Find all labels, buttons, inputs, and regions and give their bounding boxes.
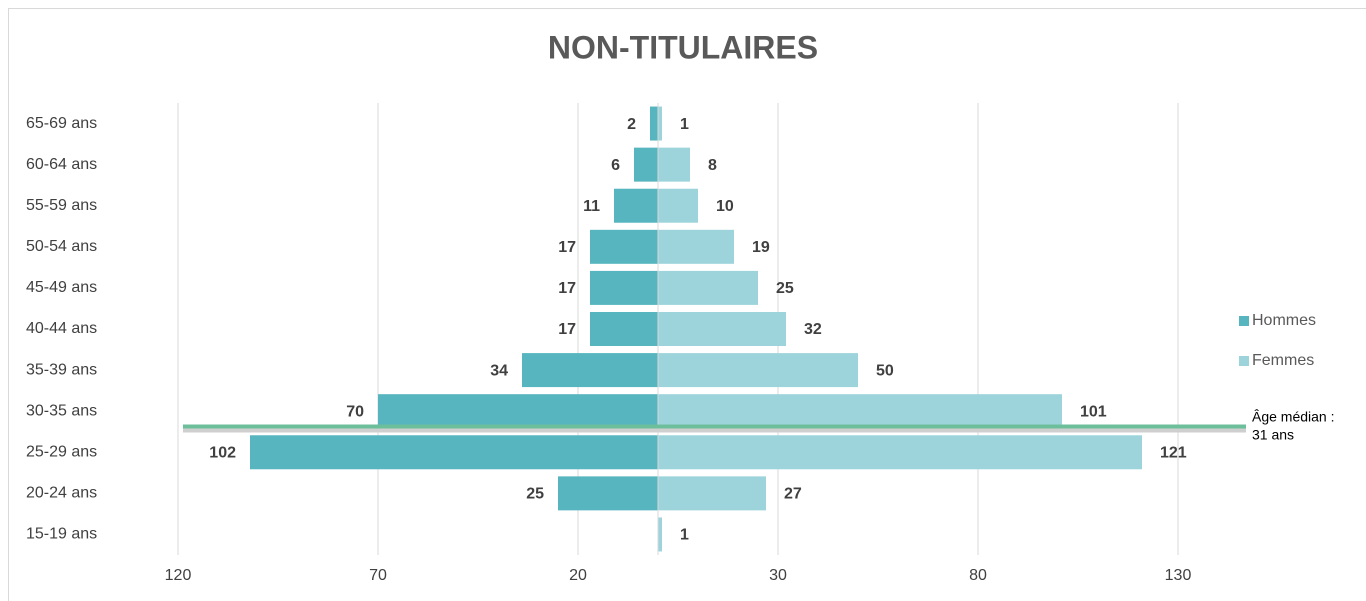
data-label: 6 [611, 157, 620, 174]
y-tick-label: 50-54 ans [26, 238, 97, 255]
data-label: 10 [716, 198, 734, 215]
data-label: 19 [752, 239, 770, 256]
data-label: 27 [784, 486, 802, 503]
bar [658, 229, 734, 264]
x-tick-label: 30 [769, 567, 787, 584]
y-tick-label: 65-69 ans [26, 115, 97, 132]
bar [614, 188, 658, 223]
data-label: 17 [558, 321, 576, 338]
y-tick-label: 30-35 ans [26, 402, 97, 419]
y-tick-label: 40-44 ans [26, 320, 97, 337]
bar [658, 476, 766, 511]
bar [658, 106, 662, 141]
plot-area: 120 70 20 30 80 130 65-69 ans 2 1 60-64 ans 6 8 55-5… [26, 103, 1191, 584]
data-label: 17 [558, 280, 576, 297]
legend-label: Hommes [1252, 312, 1316, 329]
data-label: 34 [490, 362, 508, 379]
bar [658, 270, 758, 305]
y-tick-label: 20-24 ans [26, 485, 97, 502]
legend-swatch [1239, 356, 1249, 366]
annotation: Âge médian : [1252, 409, 1335, 425]
data-label: 32 [804, 321, 822, 338]
y-tick-label: 15-19 ans [26, 526, 97, 543]
data-label: 8 [708, 157, 717, 174]
data-label: 25 [526, 486, 544, 503]
data-label: 11 [583, 198, 600, 215]
chart-title: NON-TITULAIRES [548, 29, 818, 65]
bar [658, 435, 1142, 470]
bar [378, 394, 658, 429]
bar [650, 106, 658, 141]
bar [658, 312, 786, 346]
data-label: 50 [876, 362, 894, 379]
data-label: 1 [680, 527, 689, 544]
x-tick-label: 120 [165, 567, 192, 584]
y-tick-label: 25-29 ans [26, 443, 97, 460]
bar [658, 394, 1062, 429]
bar [634, 147, 658, 182]
y-tick-label: 35-39 ans [26, 361, 97, 378]
bar [658, 147, 690, 182]
bar [590, 270, 658, 305]
bar [658, 353, 858, 388]
data-label: 17 [558, 239, 576, 256]
y-tick-label: 55-59 ans [26, 197, 97, 214]
bar [250, 435, 658, 470]
legend-label: Femmes [1252, 352, 1314, 369]
data-label: 2 [627, 116, 636, 133]
data-label: 121 [1160, 444, 1187, 461]
data-label: 70 [346, 403, 364, 420]
data-label: 25 [776, 280, 794, 297]
bar [522, 353, 658, 388]
annotation: 31 ans [1252, 427, 1294, 443]
data-label: 1 [680, 116, 689, 133]
bar [658, 517, 662, 552]
x-tick-label: 20 [569, 567, 587, 584]
y-tick-label: 60-64 ans [26, 156, 97, 173]
x-tick-label: 130 [1165, 567, 1192, 584]
bar [590, 229, 658, 264]
bar [590, 312, 658, 346]
x-tick-label: 70 [369, 567, 387, 584]
x-tick-label: 80 [969, 567, 987, 584]
bar [658, 188, 698, 223]
annotation-box [1246, 400, 1366, 448]
y-tick-label: 45-49 ans [26, 279, 97, 296]
data-label: 101 [1080, 403, 1107, 420]
bar [558, 476, 658, 511]
data-label: 102 [209, 444, 236, 461]
legend-swatch [1239, 316, 1249, 326]
